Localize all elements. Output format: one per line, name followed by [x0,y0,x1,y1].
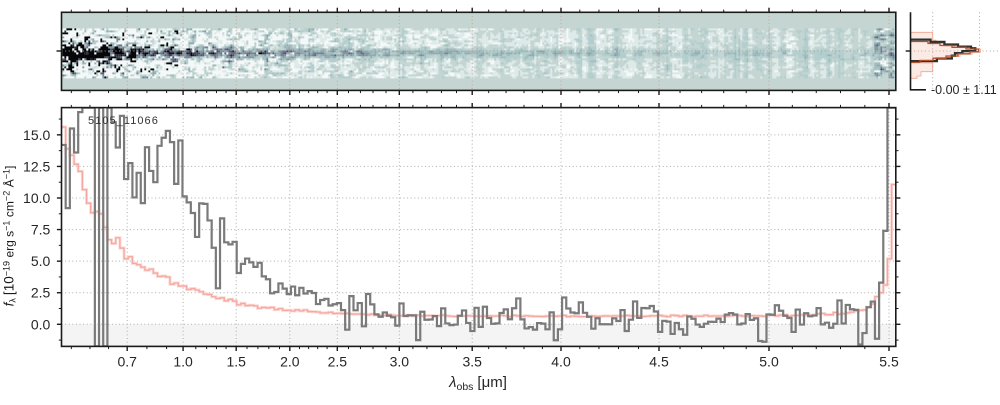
svg-text:0.7: 0.7 [117,354,137,370]
svg-text:2.0: 2.0 [280,354,300,370]
svg-text:fλ[10−19erg s−1cm−2Å−1]: fλ[10−19erg s−1cm−2Å−1] [2,166,18,307]
svg-text:7.5: 7.5 [31,222,51,238]
svg-text:5.0: 5.0 [31,253,51,269]
svg-text:0.0: 0.0 [31,316,51,332]
svg-text:5.0: 5.0 [759,354,779,370]
svg-text:1.0: 1.0 [173,354,193,370]
svg-text:2.5: 2.5 [31,285,51,301]
svg-text:15.0: 15.0 [23,127,50,143]
svg-text:1.5: 1.5 [226,354,246,370]
svg-text:4.0: 4.0 [551,354,571,370]
svg-text:2.5: 2.5 [328,354,348,370]
svg-text:5.5: 5.5 [879,354,899,370]
svg-text:3.0: 3.0 [390,354,410,370]
svg-text:3.5: 3.5 [462,354,482,370]
svg-text:-0.00 ± 1.11: -0.00 ± 1.11 [931,83,997,97]
svg-text:4.5: 4.5 [649,354,669,370]
svg-text:12.5: 12.5 [23,158,50,174]
svg-text:10.0: 10.0 [23,190,50,206]
svg-text:5105_11066: 5105_11066 [88,115,159,127]
